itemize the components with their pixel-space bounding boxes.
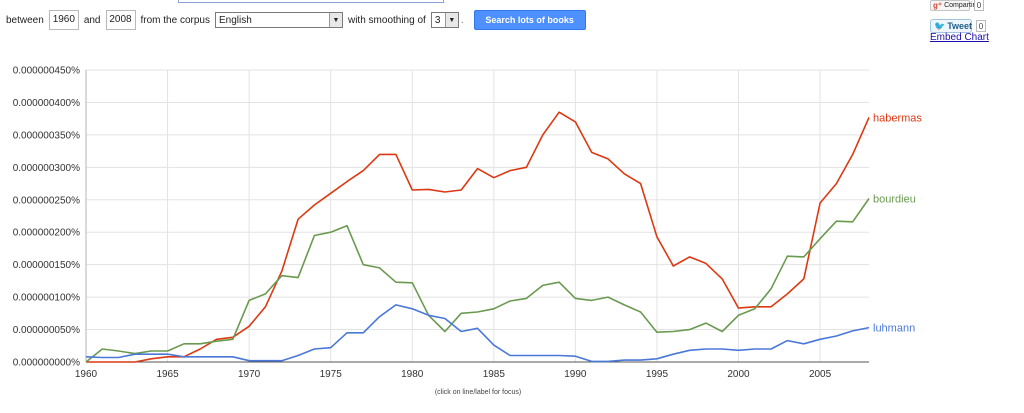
x-tick-label: 2000 [727, 369, 750, 380]
smoothing-select[interactable]: 3 ▼ [430, 12, 459, 28]
x-tick-label: 1960 [75, 369, 98, 380]
x-tick-label: 1965 [156, 369, 179, 380]
series-line-bourdieu[interactable] [85, 198, 870, 363]
x-tick-label: 1985 [483, 369, 506, 380]
google-plus-icon: g⁺ [933, 0, 943, 10]
y-tick-label: 0.000000400% [13, 98, 80, 109]
between-label: between [6, 14, 44, 26]
y-tick-label: 0.000000100% [13, 293, 80, 304]
y-tick-label: 0.000000450% [13, 66, 80, 77]
end-year-input[interactable]: 2008 [105, 10, 136, 30]
x-tick-label: 2005 [809, 369, 832, 380]
tweet-count: 0 [976, 20, 986, 32]
y-tick-label: 0.000000050% [13, 325, 80, 336]
twitter-bird-icon: 🐦 [934, 20, 946, 31]
corpus-value: English [218, 14, 252, 26]
query-controls: between 1960 and 2008 from the corpus En… [6, 9, 586, 31]
smoothing-value: 3 [434, 14, 441, 26]
x-axis-tick-labels: 1960 1965 1970 1975 1980 1985 1990 1995 2000 2005 [75, 369, 832, 380]
y-tick-label: 0.000000000% [13, 358, 80, 369]
series-line-luhmann[interactable] [85, 304, 870, 363]
series-label-habermas[interactable]: habermas [873, 112, 922, 124]
separator-dot: . [460, 14, 464, 26]
corpus-select[interactable]: English ▼ [214, 12, 343, 28]
search-button[interactable]: Search lots of books [473, 10, 586, 30]
x-tick-label: 1970 [238, 369, 261, 380]
chart-grid [85, 69, 869, 363]
y-tick-label: 0.000000300% [13, 163, 80, 174]
chart-footnote: (click on line/label for focus) [435, 389, 521, 396]
x-tick-label: 1990 [564, 369, 587, 380]
y-tick-label: 0.000000250% [13, 195, 80, 206]
y-tick-label: 0.000000350% [13, 130, 80, 141]
smoothing-label: with smoothing of [347, 14, 426, 26]
google-share-button[interactable]: g⁺ Compartir [930, 0, 975, 11]
google-share-count: 0 [974, 0, 984, 11]
chevron-down-icon: ▼ [444, 13, 458, 27]
x-tick-label: 1995 [646, 369, 669, 380]
series-line-habermas[interactable] [86, 111, 870, 363]
x-tick-label: 1975 [320, 369, 343, 380]
google-share-label: Compartir [944, 1, 975, 9]
and-label: and [83, 14, 101, 26]
y-axis-tick-labels: 0.000000000% 0.000000050% 0.000000100% 0.00… [13, 66, 80, 369]
y-tick-label: 0.000000150% [13, 260, 80, 271]
series-lines[interactable] [85, 111, 870, 363]
tweet-label: Tweet [947, 21, 973, 31]
search-box-edge [178, 0, 444, 3]
series-labels[interactable]: habermas bourdieu luhmann [873, 112, 922, 334]
chevron-down-icon: ▼ [328, 13, 342, 27]
embed-chart-link[interactable]: Embed Chart [930, 32, 989, 43]
series-label-bourdieu[interactable]: bourdieu [873, 193, 916, 205]
share-panel: g⁺ Compartir 0 🐦 Tweet 0 [930, 0, 1024, 33]
tweet-button[interactable]: 🐦 Tweet [930, 19, 972, 33]
start-year-input[interactable]: 1960 [48, 10, 79, 30]
corpus-label: from the corpus [140, 14, 210, 26]
y-tick-label: 0.000000200% [13, 228, 80, 239]
series-label-luhmann[interactable]: luhmann [873, 323, 915, 335]
x-tick-label: 1980 [401, 369, 424, 380]
